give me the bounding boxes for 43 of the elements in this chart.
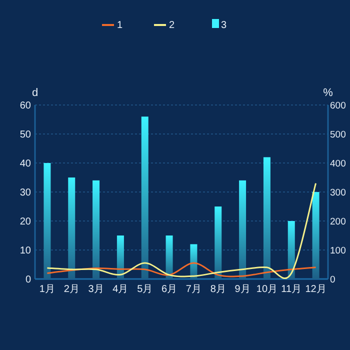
y2tick: 0 xyxy=(330,274,336,286)
ytick: 60 xyxy=(20,100,31,112)
y2tick: 200 xyxy=(330,216,346,228)
xtick: 3月 xyxy=(88,284,104,295)
bar xyxy=(288,221,295,279)
ytick: 10 xyxy=(20,246,31,256)
xtick: 10月 xyxy=(256,284,278,295)
bar xyxy=(263,157,270,279)
ytick: 30 xyxy=(20,188,31,198)
bar xyxy=(116,236,124,279)
bar xyxy=(312,192,320,279)
legend-label: 2 xyxy=(169,20,175,31)
y2tick: 300 xyxy=(330,188,346,198)
y2tick: 500 xyxy=(330,130,346,140)
bar xyxy=(239,180,246,279)
legend-label: 1 xyxy=(117,20,123,31)
xtick: 5月 xyxy=(137,284,153,295)
bar xyxy=(44,163,51,279)
y2label: % xyxy=(323,87,333,99)
bar xyxy=(166,236,173,279)
y2tick: 600 xyxy=(330,100,346,112)
bar xyxy=(92,180,100,279)
ylabel: d xyxy=(32,87,38,99)
ytick: 0 xyxy=(25,274,31,286)
ytick: 40 xyxy=(20,158,31,170)
xtick: 8月 xyxy=(210,284,226,295)
xtick: 9月 xyxy=(234,284,250,295)
bar xyxy=(68,178,76,279)
xtick: 4月 xyxy=(112,284,128,295)
y2tick: 400 xyxy=(330,158,346,170)
xtick: 11月 xyxy=(281,284,302,295)
xtick: 1月 xyxy=(39,284,55,295)
xtick: 7月 xyxy=(186,284,202,295)
ytick: 50 xyxy=(20,130,31,140)
bar xyxy=(214,206,222,279)
legend-label: 3 xyxy=(221,20,227,31)
xtick: 12月 xyxy=(305,284,326,295)
ytick: 20 xyxy=(20,216,31,228)
y2tick: 100 xyxy=(330,246,346,256)
xtick: 6月 xyxy=(162,284,178,295)
bar xyxy=(190,244,198,279)
bar xyxy=(141,116,148,279)
xtick: 2月 xyxy=(64,284,80,295)
